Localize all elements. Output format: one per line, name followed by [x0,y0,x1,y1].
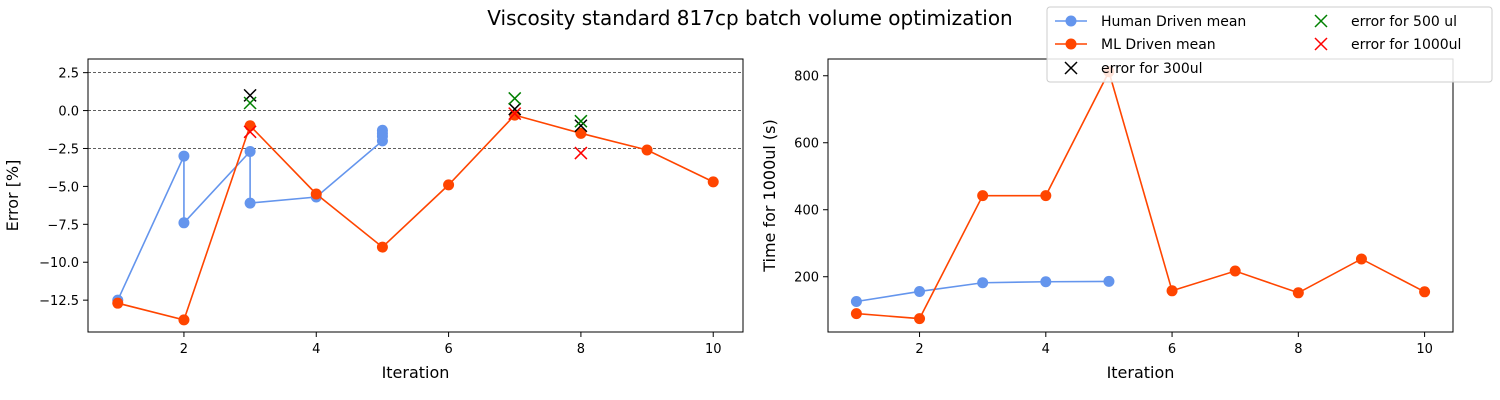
data-point [178,314,190,326]
data-point [112,297,124,309]
data-point [443,179,455,191]
legend-label: error for 500 ul [1351,14,1457,30]
data-point [914,313,926,325]
legend-label: Human Driven mean [1101,14,1246,30]
data-point [376,241,388,253]
data-point [1292,287,1304,299]
error-marker [243,96,257,110]
error-marker [574,146,588,160]
y-tick-label: 400 [794,204,819,219]
error-marker [574,119,588,133]
y-axis-label: Error [%] [3,160,22,232]
x-axis-label: Iteration [382,363,450,382]
x-tick-label: 4 [1042,342,1050,357]
y-tick-label: 600 [794,137,819,152]
x-tick-label: 10 [1416,342,1433,357]
y-tick-label: −10.0 [39,256,79,271]
x-tick-label: 6 [1168,342,1176,357]
y-axis-label: Time for 1000ul (s) [760,119,779,273]
data-point [244,120,256,132]
data-point [244,146,256,158]
data-point [977,190,989,202]
plot-frame [87,58,744,333]
legend: Human Driven mean ML Driven mean error for… [1046,6,1493,83]
data-point [1040,276,1052,288]
y-tick-label: 0.0 [58,105,79,120]
series-line-2 [856,69,1425,320]
data-point [1419,286,1431,298]
y-tick-label: 200 [794,271,819,286]
data-point [914,285,926,297]
legend-label: error for 300ul [1101,61,1203,77]
legend-marker [1314,37,1328,51]
legend-label: error for 1000ul [1351,37,1461,53]
error-marker [574,114,588,128]
data-point [707,176,719,188]
x-tick-label: 10 [705,342,722,357]
y-tick-label: −2.5 [47,142,79,157]
legend-marker [1065,15,1077,27]
y-tick-label: −12.5 [39,294,79,309]
x-tick-label: 2 [915,342,923,357]
subplot-1: 2 4 6 8 10 −12.5 −10.0 −7.5 −5.0 −2.5 0.0 2.5 Iterat… [3,58,744,382]
data-point [977,277,989,289]
data-point [850,296,862,308]
data-point [1166,285,1178,297]
data-point [509,109,521,121]
legend-marker [1314,14,1328,28]
series-line-2 [117,114,714,321]
data-point [1355,253,1367,265]
figure-title: Viscosity standard 817cp batch volume op… [487,6,1012,30]
x-tick-label: 4 [312,342,320,357]
data-point [641,144,653,156]
data-point [376,124,388,136]
y-tick-label: 2.5 [58,67,79,82]
error-marker [508,107,522,121]
data-point [1229,265,1241,277]
x-tick-label: 2 [180,342,188,357]
legend-marker [1065,38,1077,50]
data-point [1103,275,1115,287]
x-tick-label: 8 [577,342,585,357]
error-marker [508,102,522,116]
data-point [244,197,256,209]
data-point [575,127,587,139]
data-point [178,150,190,162]
legend-label: ML Driven mean [1101,37,1216,53]
legend-marker [1064,61,1078,75]
data-point [850,308,862,320]
error-marker [508,91,522,105]
y-tick-label: −7.5 [47,218,79,233]
x-axis-label: Iteration [1107,363,1175,382]
y-tick-label: 800 [794,70,819,85]
data-point [310,188,322,200]
y-tick-label: −5.0 [47,180,79,195]
x-tick-label: 8 [1294,342,1302,357]
error-marker [243,125,257,139]
data-point [178,217,190,229]
x-tick-label: 6 [444,342,452,357]
subplot-2: 2 4 6 8 10 200 400 600 800 Iteration Time for 1000… [760,58,1454,382]
data-point [1040,190,1052,202]
legend-box [1046,6,1493,83]
